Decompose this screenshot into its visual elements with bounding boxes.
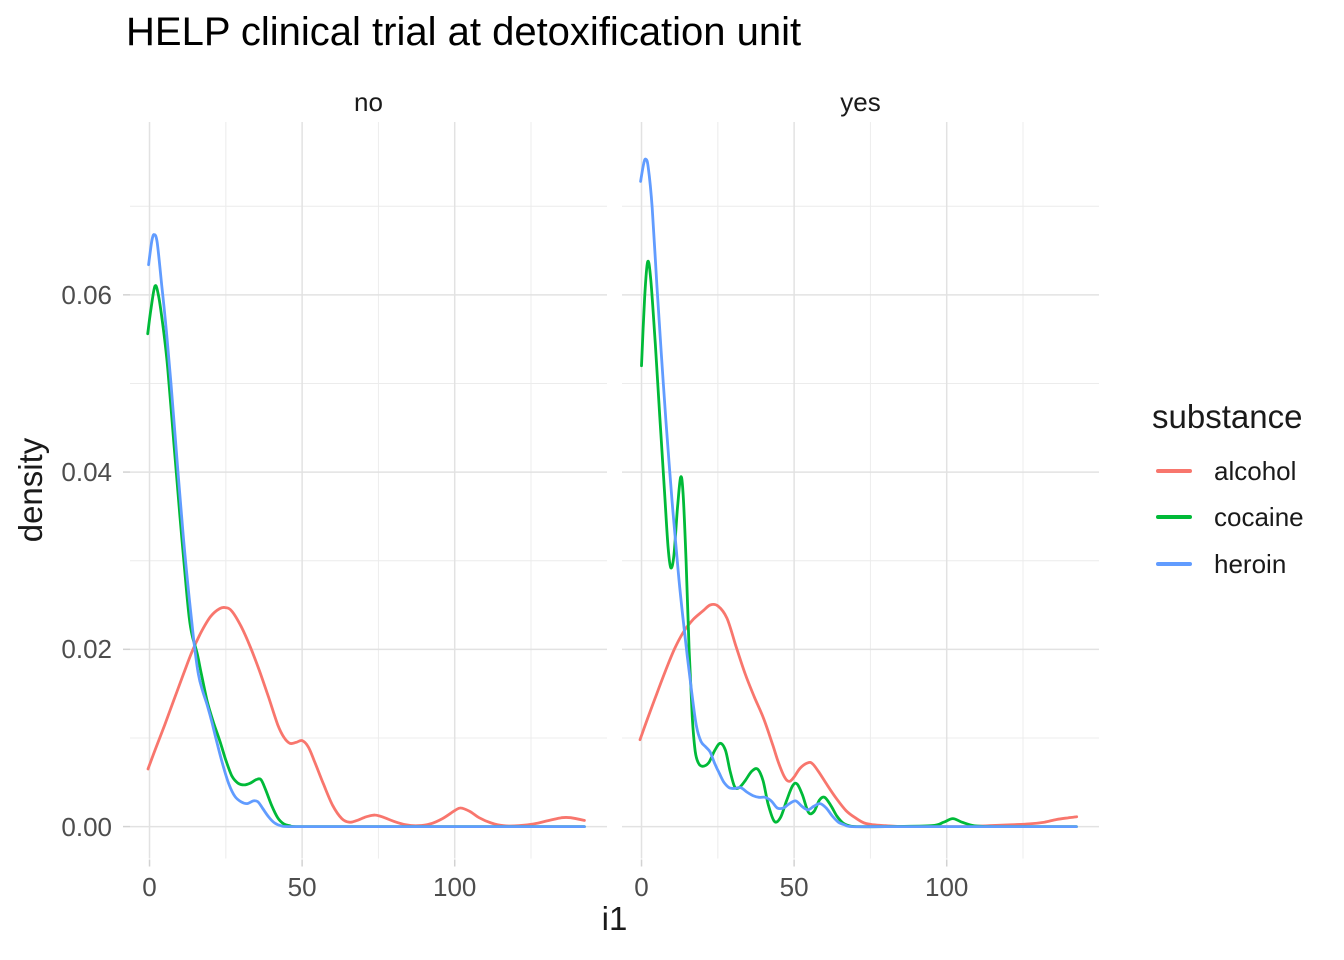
heroin-line-swatch-icon: [1156, 562, 1192, 566]
legend-label-alcohol: alcohol: [1214, 456, 1297, 486]
density-curve-alcohol-no: [146, 605, 586, 828]
legend-item-heroin: heroin: [1156, 548, 1286, 580]
legend-item-cocaine: cocaine: [1156, 501, 1304, 533]
panel-yes: [638, 157, 1079, 829]
legend-label-cocaine: cocaine: [1214, 502, 1304, 532]
density-curve-heroin-yes: [639, 157, 1078, 829]
panel-no: [146, 233, 586, 829]
plot-title: HELP clinical trial at detoxification un…: [126, 10, 802, 54]
density-curve-cocaine-yes: [640, 259, 1078, 829]
legend-title: substance: [1152, 398, 1303, 435]
cocaine-line-swatch-icon: [1156, 515, 1192, 519]
density-curve-heroin-no: [147, 233, 586, 829]
y-axis-title: density: [12, 437, 49, 543]
density-curve-cocaine-no: [146, 284, 586, 829]
alcohol-line-swatch-icon: [1156, 469, 1192, 473]
facet-strip-yes: yes: [840, 87, 881, 117]
legend-label-heroin: heroin: [1214, 549, 1287, 579]
facet-strip-no: no: [354, 87, 383, 117]
legend-item-alcohol: alcohol: [1156, 455, 1296, 487]
x-axis-title: i1: [601, 900, 628, 937]
density-curve-alcohol-yes: [638, 602, 1079, 829]
